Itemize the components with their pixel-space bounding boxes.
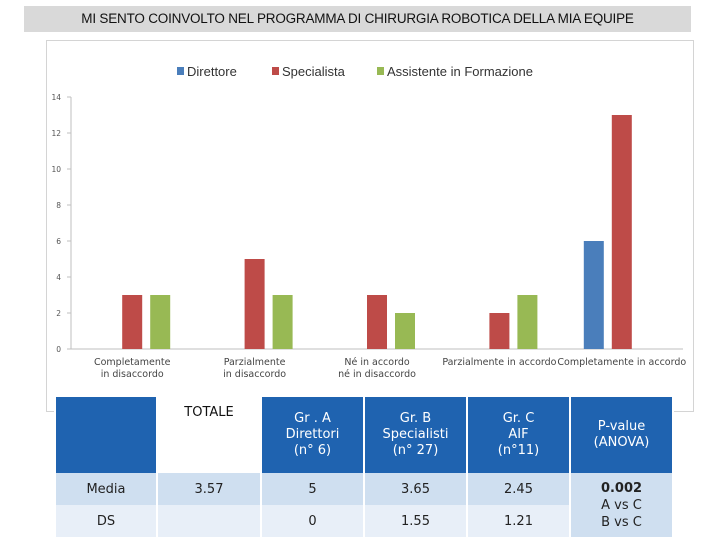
x-tick-label: in disaccordo — [101, 369, 164, 380]
header-group-c-line2: AIF — [508, 427, 529, 442]
cell-totale: 3.57 — [156, 473, 262, 505]
y-tick-label: 2 — [56, 309, 61, 318]
header-pvalue: P-value (ANOVA) — [569, 397, 674, 473]
cell-group-a: 0 — [260, 505, 365, 537]
header-group-b-line3: (n° 27) — [392, 443, 439, 458]
cell-group-a: 5 — [260, 473, 365, 505]
bar-assistente-in-formazione — [150, 295, 171, 349]
cell-pvalue: 0.002 A vs C B vs C — [569, 473, 674, 537]
header-group-c-line1: Gr. C — [502, 411, 535, 426]
cell-group-b: 3.65 — [363, 473, 468, 505]
bar-specialista — [489, 313, 510, 349]
legend-swatch — [272, 67, 279, 75]
y-tick-label: 8 — [56, 201, 61, 210]
x-tick-label: Né in accordo — [344, 357, 410, 368]
table-row-media: Media 3.57 5 3.65 2.45 0.002 A vs C B vs… — [54, 473, 674, 537]
x-tick-label: in disaccordo — [223, 369, 286, 380]
header-group-a-line1: Gr . A — [294, 411, 331, 426]
header-group-a-line2: Direttori — [285, 427, 340, 442]
bar-assistente-in-formazione — [517, 295, 538, 349]
bar-specialista — [244, 259, 265, 349]
legend-swatch — [377, 67, 384, 75]
bar-specialista — [122, 295, 143, 349]
row-label: Media — [54, 473, 158, 505]
bar-assistente-in-formazione — [395, 313, 415, 349]
bar-assistente-in-formazione — [272, 295, 293, 349]
y-tick-label: 14 — [51, 93, 61, 102]
y-tick-label: 4 — [56, 273, 61, 282]
x-tick-label: Completamente — [94, 357, 171, 368]
pvalue-number: 0.002 — [600, 480, 643, 496]
header-pvalue-line2: (ANOVA) — [593, 435, 650, 450]
y-tick-label: 6 — [56, 237, 61, 246]
cell-group-c: 1.21 — [466, 505, 571, 537]
table-row-ds: DS 0 1.55 1.21 — [54, 505, 673, 537]
cell-totale — [156, 505, 262, 537]
cell-group-b: 1.55 — [363, 505, 468, 537]
header-pvalue-line1: P-value — [597, 419, 646, 434]
x-tick-label: Parzialmente in accordo — [442, 357, 556, 368]
header-group-b: Gr. B Specialisti (n° 27) — [363, 397, 468, 473]
legend-label: Specialista — [282, 64, 346, 79]
bar-specialista — [611, 115, 632, 349]
header-empty — [54, 397, 158, 473]
header-group-b-line1: Gr. B — [399, 411, 432, 426]
header-totale: TOTALE — [156, 397, 262, 473]
legend-label: Direttore — [187, 64, 237, 79]
header-group-a-line3: (n° 6) — [293, 443, 332, 458]
header-group-c: Gr. C AIF (n°11) — [466, 397, 571, 473]
x-tick-label: Completamente in accordo — [557, 357, 686, 368]
bar-specialista — [367, 295, 387, 349]
header-group-a: Gr . A Direttori (n° 6) — [260, 397, 365, 473]
legend-swatch — [177, 67, 184, 75]
legend-label: Assistente in Formazione — [387, 64, 533, 79]
y-tick-label: 10 — [51, 165, 61, 174]
pvalue-comparison-2: B vs C — [601, 514, 642, 530]
header-group-c-line3: (n°11) — [497, 443, 540, 458]
y-tick-label: 12 — [51, 129, 61, 138]
row-label: DS — [54, 505, 158, 537]
bar-direttore — [583, 241, 604, 349]
y-tick-label: 0 — [56, 345, 61, 354]
header-group-b-line2: Specialisti — [382, 427, 449, 442]
x-tick-label: né in disaccordo — [338, 369, 416, 380]
stats-table: TOTALE Gr . A Direttori (n° 6) Gr. B Spe… — [54, 397, 674, 537]
x-tick-label: Parzialmente — [224, 357, 286, 368]
chart-area: 0 2 4 6 8 10 12 14 Completamente in disaccordo Par… — [46, 40, 694, 412]
cell-group-c: 2.45 — [466, 473, 571, 505]
chart-title: MI SENTO COINVOLTO NEL PROGRAMMA DI CHIR… — [24, 6, 691, 32]
pvalue-comparison-1: A vs C — [601, 497, 642, 513]
table-header-row: TOTALE Gr . A Direttori (n° 6) Gr. B Spe… — [54, 397, 674, 473]
